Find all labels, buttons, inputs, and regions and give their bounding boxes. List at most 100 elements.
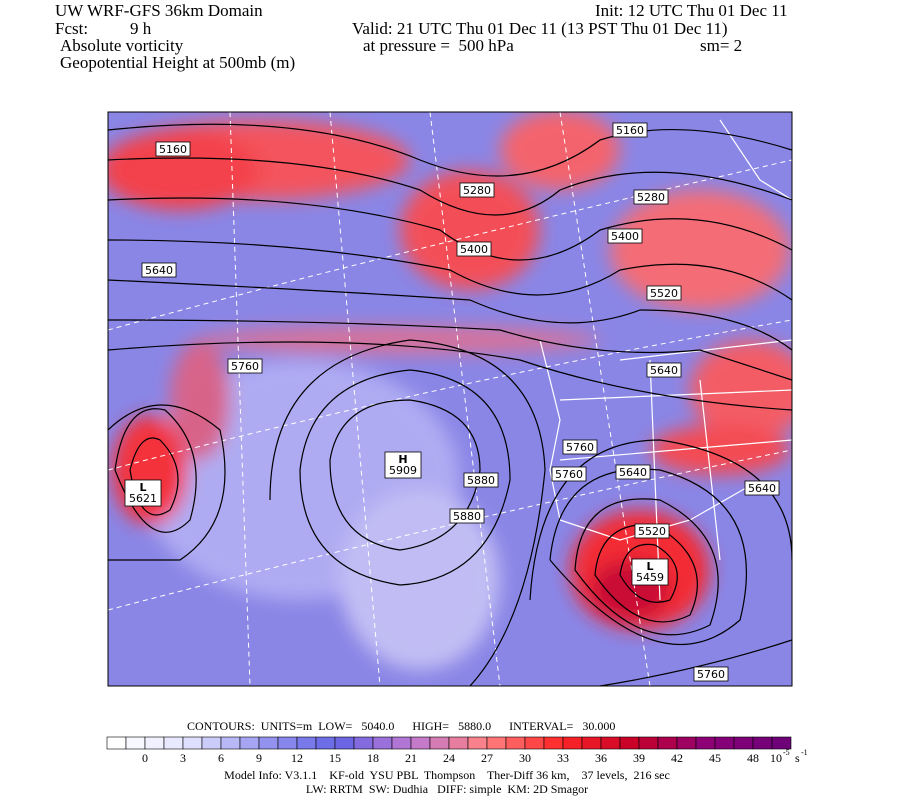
- contour-label: 5400: [460, 243, 488, 256]
- contour-label: 5760: [566, 441, 594, 454]
- unit-exponent: -5: [783, 748, 790, 757]
- contour-label-box: [155, 141, 191, 157]
- smoothing: sm= 2: [700, 36, 742, 55]
- title: UW WRF-GFS 36km Domain: [55, 1, 263, 20]
- colorbar-box: [448, 736, 469, 750]
- contour-label: 5880: [453, 510, 481, 523]
- colorbar-box: [353, 736, 374, 750]
- colorbar-box: [714, 736, 735, 750]
- contour-label-box: [562, 439, 598, 455]
- colorbar-label: 24: [443, 751, 455, 765]
- colorbar-label: 36: [595, 751, 607, 765]
- contour-label: 5760: [697, 668, 725, 681]
- center-symbol: H: [398, 453, 407, 466]
- contour-label-box: [646, 362, 682, 378]
- center-label-box: [384, 451, 422, 479]
- contour-label-box: [449, 508, 485, 524]
- contour-info: CONTOURS: UNITS=m LOW= 5040.0 HIGH= 5880…: [187, 719, 615, 733]
- colorbar-label: 45: [709, 751, 721, 765]
- colorbar-box: [315, 736, 336, 750]
- colorbar-box: [695, 736, 716, 750]
- contour-label-box: [744, 480, 780, 496]
- contour-label-box: [607, 228, 643, 244]
- colorbar-label: 21: [405, 751, 417, 765]
- colorbar-box: [163, 736, 184, 750]
- contour-label: 5760: [555, 468, 583, 481]
- colorbar-label: 27: [481, 751, 493, 765]
- colorbar-box: [106, 736, 127, 750]
- colorbar-box: [752, 736, 773, 750]
- center-label-box: [124, 479, 162, 507]
- contour-label-box: [646, 285, 682, 301]
- contour-label-box: [141, 262, 177, 278]
- colorbar-label: 30: [519, 751, 531, 765]
- center-value: 5459: [636, 571, 664, 584]
- colorbar-box: [429, 736, 450, 750]
- colorbar-box: [372, 736, 393, 750]
- pressure: at pressure = 500 hPa: [363, 36, 514, 55]
- colorbar-box: [619, 736, 640, 750]
- colorbar-box: [638, 736, 659, 750]
- colorbar-box: [771, 736, 792, 750]
- unit: s: [795, 751, 800, 765]
- contour-field: Geopotential Height at 500mb (m): [60, 53, 295, 72]
- colorbar-box: [258, 736, 279, 750]
- colorbar-box: [733, 736, 754, 750]
- colorbar-box: [125, 736, 146, 750]
- valid-time: Valid: 21 UTC Thu 01 Dec 11 (13 PST Thu …: [352, 19, 728, 38]
- model-info: Model Info: V3.1.1 KF-old YSU PBL Thomps…: [224, 768, 670, 782]
- colorbar-label: 0: [142, 751, 148, 765]
- contour-label-box: [612, 122, 648, 138]
- contour-label: 5160: [159, 143, 187, 156]
- colorbar-label: 9: [256, 751, 262, 765]
- colorbar-box: [657, 736, 678, 750]
- contour-label: 5280: [463, 184, 491, 197]
- colorbar-box: [201, 736, 222, 750]
- fcst-value: 9 h: [130, 19, 152, 38]
- contour-label: 5640: [619, 466, 647, 479]
- colorbar-label: 6: [218, 751, 224, 765]
- contour-label: 5760: [231, 360, 259, 373]
- colorbar-label: 15: [329, 751, 341, 765]
- colorbar-box: [543, 736, 564, 750]
- contour-label-box: [551, 466, 587, 482]
- colorbar-box: [505, 736, 526, 750]
- colorbar-label: 12: [291, 751, 303, 765]
- colorbar-label: 42: [671, 751, 683, 765]
- colorbar-box: [410, 736, 431, 750]
- center-value: 5909: [389, 464, 417, 477]
- fcst-label: Fcst:: [55, 19, 88, 38]
- contour-label-box: [634, 523, 670, 539]
- colorbar-box: [334, 736, 355, 750]
- contour-label-box: [633, 189, 669, 205]
- colorbar-box: [277, 736, 298, 750]
- init-time: Init: 12 UTC Thu 01 Dec 11: [595, 1, 788, 20]
- map: [108, 112, 792, 686]
- colorbar-box: [524, 736, 545, 750]
- colorbar-box: [182, 736, 203, 750]
- contour-label-box: [615, 464, 651, 480]
- contour-label-box: [459, 182, 495, 198]
- colorbar-box: [600, 736, 621, 750]
- colorbar-box: [220, 736, 241, 750]
- field: Absolute vorticity: [60, 36, 184, 55]
- contour-label: 5520: [638, 525, 666, 538]
- colorbar-label: 39: [633, 751, 645, 765]
- colorbar-label: 3: [180, 751, 186, 765]
- colorbar-box: [486, 736, 507, 750]
- contour-label: 5280: [637, 191, 665, 204]
- colorbar-box: [581, 736, 602, 750]
- colorbar-box: [144, 736, 165, 750]
- center-value: 5621: [129, 492, 157, 505]
- model-info: LW: RRTM SW: Dudhia DIFF: simple KM: 2D …: [306, 782, 588, 796]
- center-symbol: L: [646, 560, 653, 573]
- colorbar-box: [562, 736, 583, 750]
- contour-label-box: [456, 241, 492, 257]
- colorbar-label: 48: [747, 751, 759, 765]
- colorbar-label: 18: [367, 751, 379, 765]
- map-frame: [107, 111, 793, 687]
- contour-label: 5640: [650, 364, 678, 377]
- colorbar-label: 33: [557, 751, 569, 765]
- colorbar-box: [391, 736, 412, 750]
